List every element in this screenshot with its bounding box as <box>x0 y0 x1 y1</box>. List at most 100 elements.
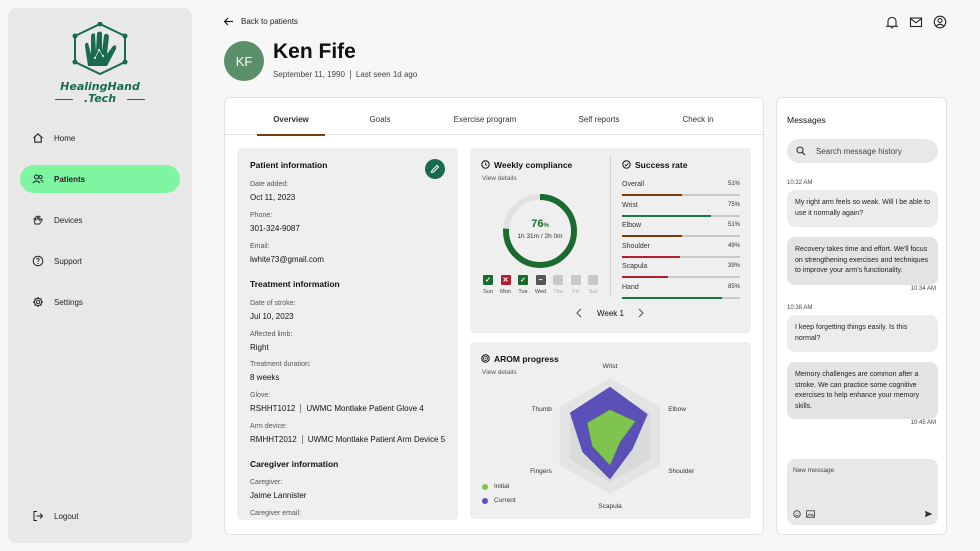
day-status-icon: ✓ <box>483 275 493 285</box>
success-rate-track <box>622 194 740 196</box>
nav-support[interactable]: Support <box>20 247 180 275</box>
patient-name: Ken Fife <box>273 40 356 63</box>
success-rate-bar <box>622 194 683 196</box>
back-to-patients-link[interactable]: Back to patients <box>223 16 298 27</box>
radar-axis-label: Fingers <box>530 468 552 475</box>
send-icon[interactable] <box>924 510 933 518</box>
notifications-button[interactable] <box>885 15 899 31</box>
home-icon <box>33 133 43 143</box>
arm-device-id: RMHHT2012 <box>250 435 297 444</box>
tab-goals[interactable]: Goals <box>369 115 391 124</box>
tab-self-reports[interactable]: Self reports <box>578 115 620 124</box>
mail-button[interactable] <box>909 15 923 31</box>
compliance-panel: Weekly compliance View details 76% 1h 31… <box>470 148 751 333</box>
tab-exercise-program[interactable]: Exercise program <box>453 115 517 124</box>
messages-panel: Messages Search message history 10:32 AM… <box>776 97 947 535</box>
affected-limb-label: Affected limb: <box>250 331 293 338</box>
legend-current-label: Current <box>494 497 516 504</box>
success-rate-name: Overall <box>622 181 645 188</box>
caregiver-info-title: Caregiver information <box>250 459 339 469</box>
day-label: Mon <box>500 289 511 295</box>
email-label: Email: <box>250 243 270 250</box>
duration-label: Treatment duration: <box>250 361 311 368</box>
logout-button[interactable]: Logout <box>20 502 180 530</box>
sidebar: HealingHand .Tech Home Patients Devices … <box>8 8 192 543</box>
compliance-ring-fill <box>503 194 577 268</box>
success-rate-title: Success rate <box>635 160 688 170</box>
back-label: Back to patients <box>241 17 298 26</box>
next-week-button[interactable] <box>637 308 645 320</box>
day-status-icon: ✕ <box>500 275 511 285</box>
nav-settings[interactable]: Settings <box>20 288 180 316</box>
patients-icon <box>32 174 44 184</box>
date-added-value: Oct 11, 2023 <box>250 193 296 202</box>
success-rate-track <box>622 235 740 237</box>
day-sat: Sat <box>588 275 598 295</box>
nav-patients[interactable]: Patients <box>20 165 180 193</box>
radar-initial-area <box>587 409 636 466</box>
date-added-label: Date added: <box>250 181 289 188</box>
success-rate-percent: 51% <box>727 222 740 228</box>
message-bubble: Memory challenges are common after a str… <box>787 362 938 419</box>
nav-settings-label: Settings <box>54 297 83 307</box>
compliance-view-details-link[interactable]: View details <box>482 175 517 182</box>
day-label: Thu <box>553 289 563 295</box>
arrow-left-icon <box>223 17 233 26</box>
arm-device-value: RMHHT2012 UWMC Montlake Patient Arm Devic… <box>250 435 446 445</box>
message-search-field[interactable]: Search message history <box>787 139 938 163</box>
arom-panel: AROM progress View details Wrist Elbow Sho… <box>470 342 751 519</box>
success-rate-percent: 39% <box>727 263 740 269</box>
success-rate-percent: 85% <box>727 283 740 290</box>
glove-label: Glove: <box>250 392 271 399</box>
search-placeholder: Search message history <box>816 146 902 156</box>
compliance-percent: 76% <box>501 218 579 230</box>
image-icon[interactable] <box>806 510 815 518</box>
brand-logo: HealingHand .Tech <box>55 21 145 105</box>
day-label: Tue <box>518 289 528 295</box>
nav-support-label: Support <box>54 256 83 266</box>
compliance-ring <box>503 194 577 268</box>
emoji-icon[interactable] <box>793 510 801 518</box>
radar-axis-label: Wrist <box>603 363 618 370</box>
success-rate-track <box>622 255 740 258</box>
caregiver-value: Jaime Lannister <box>250 491 307 500</box>
target-icon <box>481 354 490 363</box>
divider <box>610 156 611 296</box>
success-rate-track <box>622 296 740 299</box>
nav-devices[interactable]: Devices <box>20 206 180 234</box>
glove-value: RSHHT1012 UWMC Montlake Patient Glove 4 <box>250 404 424 414</box>
success-rate-name: Elbow <box>622 222 642 229</box>
glove-name: UWMC Montlake Patient Glove 4 <box>306 404 424 413</box>
affected-limb-value: Right <box>250 343 269 352</box>
radar-axis-label: Scapula <box>598 503 622 510</box>
arom-view-details-link[interactable]: View details <box>482 369 517 376</box>
new-message-field[interactable]: New message <box>787 459 938 525</box>
success-rate-bar <box>622 255 680 258</box>
day-thu: Thu <box>553 275 563 295</box>
account-button[interactable] <box>933 15 947 31</box>
success-rate-bar <box>622 214 711 217</box>
edit-patient-button[interactable] <box>425 159 445 179</box>
brand-line1: HealingHand <box>60 80 140 93</box>
support-icon <box>32 255 44 267</box>
tab-overview[interactable]: Overview <box>257 98 325 136</box>
message-time: 10:34 AM <box>910 286 936 292</box>
messages-title: Messages <box>787 115 826 125</box>
compliance-title: Weekly compliance <box>494 160 573 170</box>
tab-check-in[interactable]: Check in <box>682 115 714 124</box>
compliance-percent-unit: % <box>543 223 549 229</box>
caregiver-email-label: Caregiver email: <box>250 510 301 517</box>
message-time: 10:45 AM <box>910 420 936 426</box>
message-time: 10:32 AM <box>787 180 813 186</box>
day-mon: ✕ Mon <box>500 275 511 295</box>
arm-device-label: Arm device: <box>250 423 287 430</box>
nav-home[interactable]: Home <box>20 124 180 152</box>
search-icon <box>796 146 806 156</box>
day-fri: Fri <box>570 275 581 295</box>
arm-device-name: UWMC Montlake Patient Arm Device 5 <box>307 435 446 444</box>
brand-line2: .Tech <box>83 92 117 105</box>
prev-week-button[interactable] <box>575 308 583 320</box>
day-tue: ✓ Tue <box>518 275 528 295</box>
day-label: Sun <box>483 289 493 295</box>
mail-icon <box>909 17 923 28</box>
